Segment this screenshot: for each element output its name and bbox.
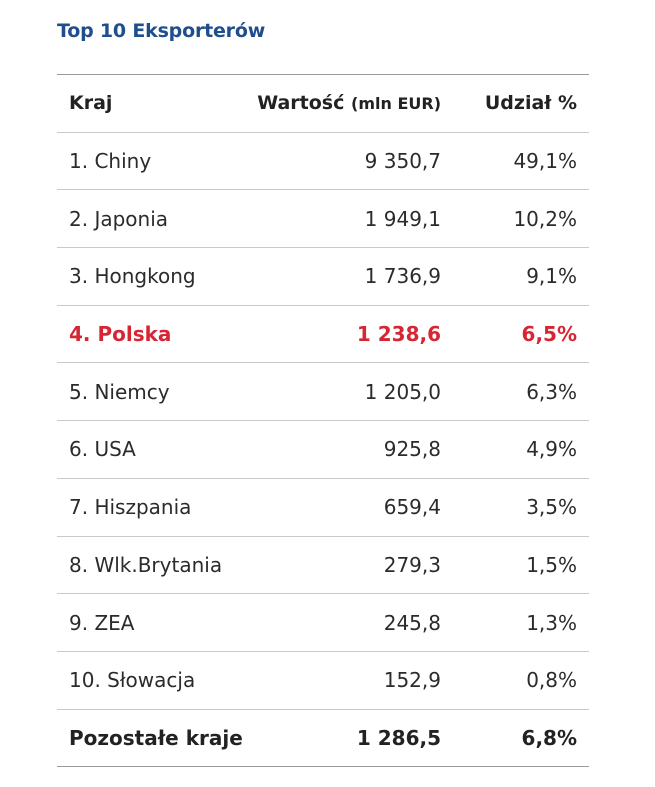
table-row-highlighted: 4. Polska 1 238,6 6,5% [57, 304, 589, 363]
row-share: 0,8% [441, 650, 589, 710]
row-value: 1 238,6 [257, 304, 441, 363]
row-value: 1 205,0 [257, 362, 441, 421]
row-country: 9. ZEA [57, 593, 257, 652]
row-country: 1. Chiny [57, 131, 257, 190]
table-total-row: Pozostałe kraje 1 286,5 6,8% [57, 708, 589, 768]
header-country: Kraj [57, 74, 257, 133]
row-country: 3. Hongkong [57, 247, 257, 306]
row-share: 9,1% [441, 247, 589, 306]
table-row: 1. Chiny 9 350,7 49,1% [57, 131, 589, 190]
row-value: 152,9 [257, 650, 441, 710]
header-value-unit: (mln EUR) [351, 94, 441, 114]
row-value: 1 736,9 [257, 247, 441, 306]
row-value: 659,4 [257, 477, 441, 536]
row-country: 2. Japonia [57, 189, 257, 248]
row-country: 4. Polska [57, 304, 257, 363]
table-row: 10. Słowacja 152,9 0,8% [57, 650, 589, 710]
table-row: 9. ZEA 245,8 1,3% [57, 593, 589, 652]
row-share: 6,3% [441, 362, 589, 421]
row-country: 7. Hiszpania [57, 477, 257, 536]
table-row: 6. USA 925,8 4,9% [57, 420, 589, 479]
row-country: 10. Słowacja [57, 650, 257, 710]
row-share: 3,5% [441, 477, 589, 536]
row-share: 49,1% [441, 131, 589, 190]
row-share: 10,2% [441, 189, 589, 248]
row-share: 4,9% [441, 420, 589, 479]
total-value: 1 286,5 [257, 708, 441, 768]
row-value: 245,8 [257, 593, 441, 652]
total-country: Pozostałe kraje [57, 708, 257, 768]
table-header-row: Kraj Wartość (mln EUR) Udział % [57, 74, 589, 133]
row-value: 925,8 [257, 420, 441, 479]
table-row: 5. Niemcy 1 205,0 6,3% [57, 362, 589, 421]
table-row: 8. Wlk.Brytania 279,3 1,5% [57, 535, 589, 594]
row-share: 1,3% [441, 593, 589, 652]
row-value: 1 949,1 [257, 189, 441, 248]
header-share: Udział % [441, 74, 589, 133]
row-country: 8. Wlk.Brytania [57, 535, 257, 594]
row-country: 6. USA [57, 420, 257, 479]
row-country: 5. Niemcy [57, 362, 257, 421]
table-row: 3. Hongkong 1 736,9 9,1% [57, 247, 589, 306]
row-share: 6,5% [441, 304, 589, 363]
table-title: Top 10 Eksporterów [57, 20, 266, 42]
header-value-label: Wartość [257, 92, 345, 115]
row-share: 1,5% [441, 535, 589, 594]
total-share: 6,8% [441, 708, 589, 768]
exporters-table: Kraj Wartość (mln EUR) Udział % 1. Chiny… [57, 74, 589, 768]
header-value: Wartość (mln EUR) [257, 74, 441, 133]
row-value: 279,3 [257, 535, 441, 594]
row-value: 9 350,7 [257, 131, 441, 190]
table-row: 2. Japonia 1 949,1 10,2% [57, 189, 589, 248]
table-row: 7. Hiszpania 659,4 3,5% [57, 477, 589, 536]
